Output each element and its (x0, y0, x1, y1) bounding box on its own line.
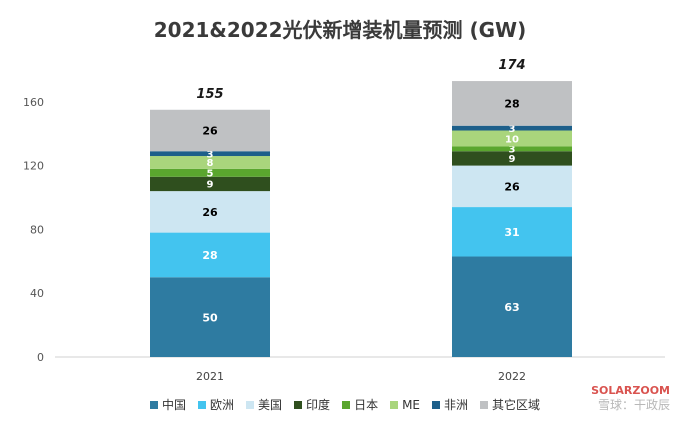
y-tick-label: 160 (23, 96, 44, 109)
data-label: 31 (504, 226, 519, 239)
x-tick-label: 2022 (498, 370, 526, 383)
y-tick-label: 120 (23, 160, 44, 173)
data-label: 26 (504, 181, 520, 194)
bar-segment (150, 232, 270, 278)
bar-segment (452, 256, 572, 357)
legend-swatch (294, 400, 303, 409)
bar-segment (452, 207, 572, 257)
bar-segment (452, 130, 572, 147)
y-tick-label: 0 (37, 351, 44, 364)
bar-segment (150, 168, 270, 177)
watermark-author: 雪球：干政辰 (597, 398, 670, 412)
data-label: 5 (207, 169, 214, 180)
legend-label: 美国 (258, 398, 283, 412)
chart-title: 2021&2022光伏新增装机量预测 (GW) (153, 18, 527, 42)
bar-segment (150, 176, 270, 192)
legend-swatch (198, 400, 207, 409)
legend-item: 印度 (294, 396, 330, 413)
legend-label: 日本 (354, 398, 379, 412)
data-label: 3 (509, 145, 516, 156)
legend-item: 中国 (150, 396, 186, 413)
data-label: 50 (202, 311, 218, 324)
data-label: 3 (207, 149, 214, 160)
legend-swatch (480, 400, 489, 409)
legend-swatch (432, 400, 441, 409)
data-label: 63 (504, 301, 519, 314)
data-label: 9 (509, 154, 516, 165)
legend-item: 日本 (342, 396, 378, 413)
data-label: 26 (202, 206, 218, 219)
legend-label: 印度 (306, 398, 331, 412)
x-tick-label: 2021 (196, 370, 224, 383)
bar-segment (452, 125, 572, 131)
bar-segment (452, 165, 572, 208)
y-tick-label: 40 (30, 287, 44, 300)
watermark: SOLARZOOM 雪球：干政辰 (591, 384, 670, 412)
legend-item: 其它区域 (480, 396, 540, 413)
legend-swatch (246, 400, 255, 409)
bar-segment (150, 277, 270, 357)
bar-segment (452, 151, 572, 166)
y-axis: 0 40 80 120 160 (23, 96, 44, 364)
legend-label: 中国 (162, 398, 187, 412)
data-label: 9 (207, 180, 214, 191)
y-tick-label: 80 (30, 223, 44, 236)
legend-swatch (390, 400, 399, 409)
legend-label: 非洲 (444, 398, 469, 412)
legend-label: 其它区域 (492, 398, 541, 412)
bar-segment (150, 151, 270, 157)
bar-segment (150, 109, 270, 152)
bar-segment (150, 156, 270, 169)
legend-swatch (150, 400, 158, 409)
legend-label: ME (402, 397, 421, 412)
data-label: 10 (505, 134, 519, 145)
bar-segment (452, 146, 572, 152)
legend-item: 非洲 (432, 396, 468, 413)
x-axis: 2021 2022 (55, 356, 665, 383)
bar-segment (452, 81, 572, 126)
legend: 中国 欧洲 美国 印度 日本 ME 非洲 其它区域 (150, 396, 540, 413)
data-label: 28 (202, 249, 217, 262)
watermark-brand: SOLARZOOM (591, 384, 670, 397)
data-label: 3 (509, 124, 516, 135)
data-label: 28 (504, 98, 519, 111)
legend-swatch (342, 400, 351, 409)
legend-item: 美国 (246, 396, 282, 413)
data-label: 26 (202, 125, 218, 138)
legend-item: 欧洲 (198, 396, 234, 413)
bar-segment (150, 191, 270, 233)
data-label: 8 (207, 158, 214, 169)
total-label: 155 (196, 87, 223, 102)
legend-item: ME (390, 396, 420, 413)
legend-label: 欧洲 (210, 398, 235, 412)
total-label: 174 (498, 58, 525, 73)
